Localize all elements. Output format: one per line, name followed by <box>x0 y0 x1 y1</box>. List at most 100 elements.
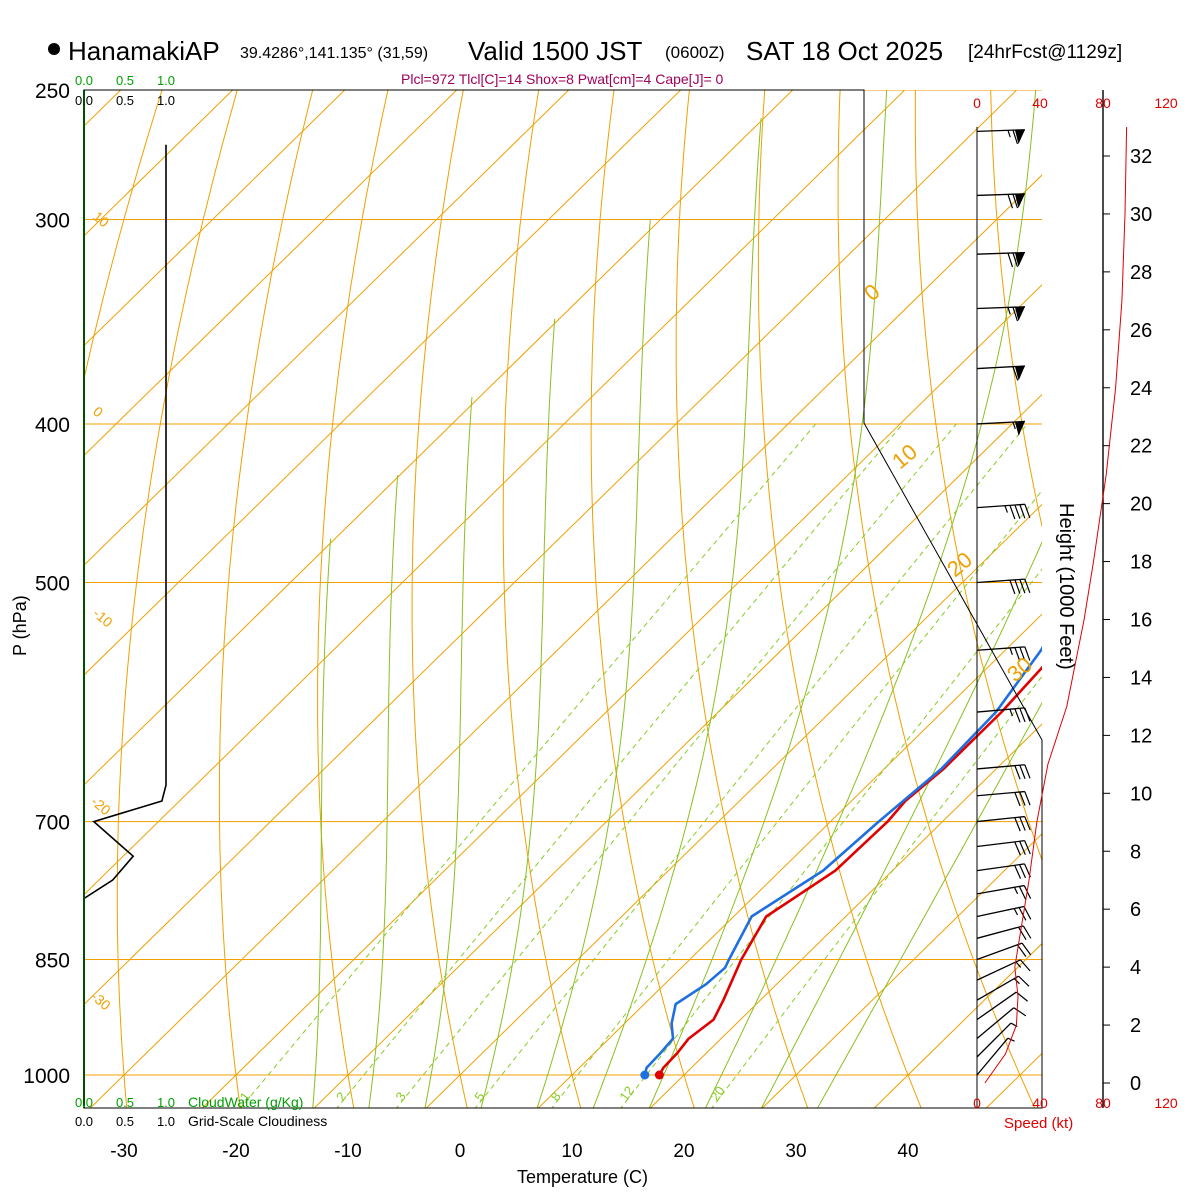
dry-adiabat <box>1065 76 1200 1110</box>
wind-barb-staff <box>976 646 1025 651</box>
wind-barb <box>976 193 1025 209</box>
dry-adiabat <box>757 90 922 1108</box>
height-axis-title: Height (1000 Feet) <box>1055 503 1077 670</box>
isotherm-line <box>201 284 1042 1108</box>
wind-barb-feather <box>1024 504 1031 519</box>
wind-barb <box>976 764 1031 780</box>
wind-barb-half-feather <box>1004 505 1008 513</box>
wind-barb-staff <box>976 884 1025 895</box>
dry-adiabat <box>502 90 582 1108</box>
mixing-ratio-label: 3 <box>392 1089 408 1104</box>
wind-barb-feather <box>1019 579 1026 594</box>
moist-adiabat <box>312 538 332 1108</box>
cloudiness-scale-top: 0.5 <box>116 93 134 108</box>
dewpoint-line <box>643 645 1042 1076</box>
wind-barb-feather <box>1024 791 1031 806</box>
wind-barb-feather <box>1013 1007 1027 1017</box>
speed-tick-bottom: 80 <box>1095 1095 1111 1111</box>
height-tick-label: 32 <box>1130 146 1152 168</box>
surface-dewpoint-dot <box>640 1070 650 1080</box>
wind-barb-half-feather <box>1012 421 1016 430</box>
station-marker <box>48 43 60 55</box>
wind-barb-feather <box>1024 840 1031 855</box>
isotherm-line <box>873 942 1042 1108</box>
wind-barb-feather <box>1023 906 1032 920</box>
wind-barb <box>976 925 1032 940</box>
isotherm-line <box>84 90 794 786</box>
moist-adiabat <box>480 318 556 1108</box>
pressure-tick-label: 300 <box>35 210 70 233</box>
pressure-tick-label: 500 <box>35 573 70 596</box>
wind-barb-feather <box>1007 252 1014 268</box>
mixing-ratio-label: 20 <box>707 1083 728 1103</box>
dry-adiabat <box>914 90 1042 862</box>
wind-barb-feather <box>1019 791 1026 806</box>
wind-barb-feather <box>1014 817 1021 832</box>
moist-adiabat <box>368 475 399 1108</box>
wind-barb-feather <box>1019 816 1026 831</box>
pressure-tick-label: 400 <box>35 414 70 437</box>
valid-time: Valid 1500 JST <box>468 36 643 66</box>
dry-adiabat-label: 0 <box>90 403 106 420</box>
moist-adiabat <box>816 701 1042 1108</box>
wind-barb-feather <box>1022 925 1032 939</box>
wind-barb-staff <box>976 975 1019 1001</box>
wind-barb-feather <box>1024 646 1031 661</box>
wind-barb-staff <box>976 1007 1015 1040</box>
wind-barb <box>976 942 1032 961</box>
isotherm-line <box>84 90 346 347</box>
wind-barb-feather <box>1018 975 1030 987</box>
wind-barb <box>976 790 1031 807</box>
wind-barb <box>976 707 1031 723</box>
temperature-tick-label: -20 <box>222 1141 249 1162</box>
valid-utc: (0600Z) <box>665 43 725 62</box>
isotherm-line <box>84 90 1018 1006</box>
isotherm-label: 20 <box>942 547 977 582</box>
wind-barb-feather <box>1018 926 1027 940</box>
pressure-tick-label: 700 <box>35 812 70 835</box>
wind-barb-feather <box>1014 708 1021 723</box>
station-coords: 39.4286°,141.135° (31,59) <box>240 45 428 62</box>
isotherm-line <box>84 90 570 566</box>
y-axis-title: P (hPa) <box>10 595 30 656</box>
wind-barb <box>976 129 1025 145</box>
cloudwater-scale-top: 1.0 <box>157 73 175 88</box>
plot-border <box>83 89 1043 1109</box>
wind-barb-staff <box>976 251 1025 255</box>
wind-barb-feather <box>1014 841 1021 856</box>
isotherm-line <box>537 613 1042 1108</box>
chart-frame <box>83 89 1043 1109</box>
wind-barb <box>976 503 1031 520</box>
temperature-tick-label: 20 <box>673 1141 694 1162</box>
dry-adiabat <box>116 90 238 1108</box>
cloudwater-scale-top: 0.5 <box>116 73 134 88</box>
cloudwater-scale-bottom: 1.0 <box>157 1095 175 1110</box>
wind-barb-staff <box>976 942 1023 961</box>
wind-barb-half-feather <box>1007 307 1011 315</box>
wind-barb <box>976 646 1031 662</box>
height-tick-label: 2 <box>1130 1015 1141 1037</box>
wind-barb-feather <box>1016 944 1027 957</box>
pressure-tick-label: 850 <box>35 950 70 973</box>
wind-barb-feather <box>1014 647 1021 662</box>
cloudwater-scale-bottom: 0.0 <box>75 1095 93 1110</box>
mixing-ratio-line <box>551 489 1042 1108</box>
isotherm-line <box>313 393 1042 1108</box>
wind-barb-feather <box>1019 864 1027 879</box>
speed-tick-bottom: 0 <box>973 1095 981 1111</box>
isotherm-label: 10 <box>887 439 922 474</box>
wind-barb-feather <box>1019 764 1026 779</box>
wind-barb-half-feather <box>1009 647 1013 655</box>
cloudiness-scale-bottom: 1.0 <box>157 1114 175 1129</box>
wind-barb <box>976 251 1025 268</box>
dry-adiabat <box>590 90 695 1108</box>
mixing-ratio-line <box>240 423 816 1108</box>
cloudwater-label: CloudWater (g/Kg) <box>188 1094 303 1110</box>
sounding-profiles <box>640 645 1042 1080</box>
height-tick-label: 26 <box>1130 320 1152 342</box>
surface-temperature-dot <box>654 1070 664 1080</box>
mixing-ratio-label: 12 <box>616 1083 637 1103</box>
wind-barb-feather <box>1009 579 1016 595</box>
height-tick-label: 30 <box>1130 204 1152 226</box>
